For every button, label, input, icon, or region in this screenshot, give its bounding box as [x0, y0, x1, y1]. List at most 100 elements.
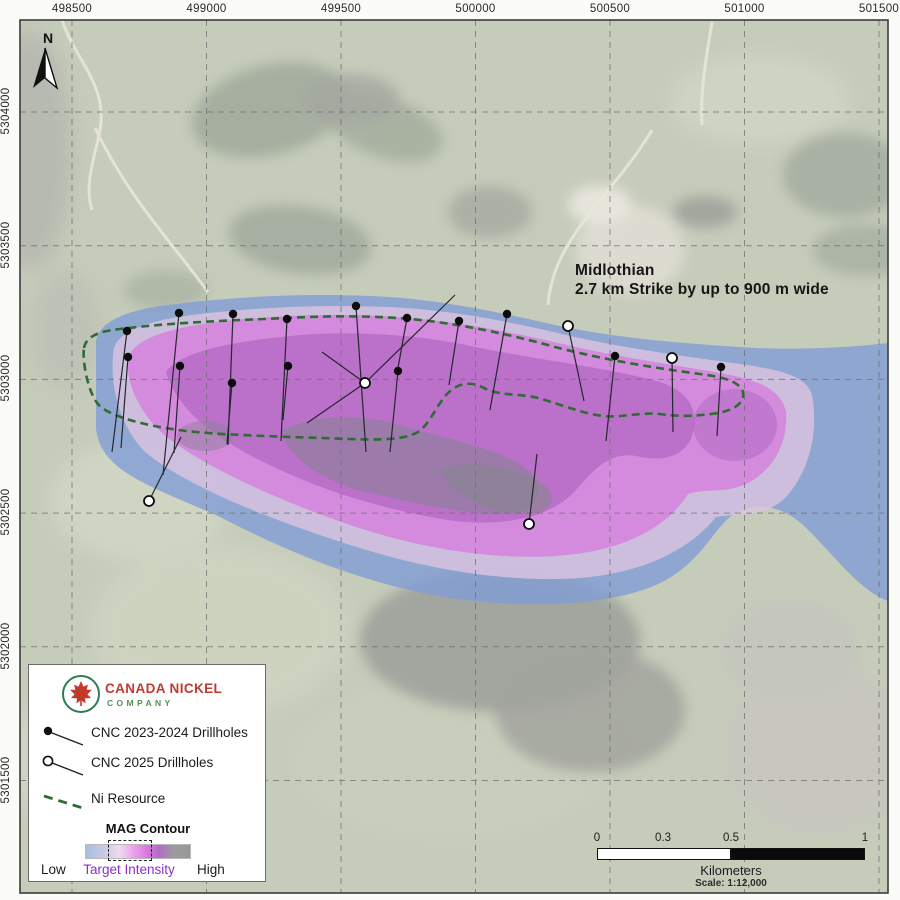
drillhole-layer [111, 294, 726, 530]
title-line-1: Midlothian [575, 262, 655, 279]
north-arrow-label: N [42, 30, 54, 46]
drillhole-trace [716, 366, 722, 437]
drillhole-collar-2023-2024 [502, 309, 512, 319]
drillhole-trace [226, 382, 233, 445]
company-wordmark: CANADA NICKEL COMPANY [105, 681, 265, 708]
drillhole-trace [306, 382, 366, 424]
legend-item-label: Ni Resource [91, 791, 166, 806]
legend-item-cnc-2025: CNC 2025 Drillholes [29, 751, 267, 781]
mag-contour-layers [96, 295, 888, 605]
scale-bar-white-segment [597, 848, 731, 860]
mag-contour-dark-patch [693, 389, 777, 461]
y-axis-label: 5303500 [0, 221, 12, 269]
drillhole-trace [389, 370, 399, 453]
company-logo: CANADA NICKEL COMPANY [29, 673, 267, 719]
mag-low-label: Low [41, 862, 66, 877]
drillhole-collar-2023-2024 [716, 362, 726, 372]
mag-contour-core-small [177, 421, 233, 451]
y-axis-label: 5301500 [0, 756, 12, 803]
x-axis-label: 501500 [858, 3, 900, 15]
drillhole-trace [282, 365, 289, 421]
map-frame [19, 19, 889, 894]
title-line-2: 2.7 km Strike by up to 900 m wide [575, 281, 829, 298]
legend-box: CANADA NICKEL COMPANY CNC 2023-2024 Dril… [28, 664, 266, 882]
mag-contour-dark-magenta [166, 333, 695, 523]
drillhole-collar-2023-2024 [175, 361, 185, 371]
drillhole-collar-2023-2024 [610, 351, 620, 361]
drillhole-collar-2023-2024 [282, 314, 292, 324]
x-axis-label: 500000 [455, 3, 496, 15]
y-axis-label: 5302500 [0, 488, 12, 536]
drillhole-collar-2023-2024 [174, 308, 184, 318]
drillhole-trace [162, 312, 180, 476]
scale-bar-black-segment [731, 848, 865, 860]
drillhole-trace [567, 325, 585, 402]
scale-ratio-label: Scale: 1:12,000 [695, 878, 767, 889]
drillhole-collar-2025 [666, 352, 678, 364]
x-axis-label: 501000 [724, 3, 765, 15]
y-axis-label: 5304000 [0, 87, 12, 135]
drillhole-trace [528, 453, 538, 525]
legend-item-cnc-2023-2024: CNC 2023-2024 Drillholes [29, 721, 267, 751]
mag-contour-heading: MAG Contour [105, 821, 191, 836]
mag-target-intensity-label: Target Intensity [83, 862, 175, 877]
mag-contour-core-darkest [440, 464, 552, 515]
basemap-terrain-patches [20, 30, 850, 845]
y-axis-label: 5303000 [0, 354, 12, 402]
scale-tick: 0 [593, 832, 601, 844]
x-axis-label: 500500 [589, 3, 631, 15]
open-drillhole-icon [42, 755, 84, 776]
drillhole-trace [448, 320, 460, 386]
drillhole-collar-2023-2024 [351, 301, 361, 311]
drillhole-trace [173, 365, 181, 454]
drillhole-trace [364, 294, 456, 384]
ni-resource-line-icon [43, 794, 87, 811]
scale-tick: 0.3 [655, 832, 671, 844]
north-arrow: N [28, 30, 68, 92]
drillhole-collar-2023-2024 [283, 361, 293, 371]
drillhole-collar-2023-2024 [228, 309, 238, 319]
drillhole-collar-2023-2024 [227, 378, 237, 388]
drillhole-trace [489, 313, 508, 411]
drillhole-trace [148, 436, 182, 502]
x-axis-label: 498500 [51, 3, 93, 15]
scale-unit-label: Kilometers [700, 863, 762, 878]
drillhole-collar-2023-2024 [122, 326, 132, 336]
scale-tick: 1 [861, 832, 869, 844]
legend-item-ni-resource: Ni Resource [29, 787, 267, 817]
x-axis-label: 499500 [320, 3, 362, 15]
mag-intensity-gradient [85, 844, 191, 859]
drillhole-trace [120, 356, 129, 449]
maple-leaf-logo-icon [62, 675, 100, 713]
drillhole-collar-2025 [562, 320, 574, 332]
ni-resource-outline [82, 315, 745, 441]
mag-high-label: High [197, 862, 225, 877]
drillhole-trace [321, 351, 366, 384]
y-axis-label: 5302000 [0, 622, 12, 670]
map-annotation-title: Midlothian 2.7 km Strike by up to 900 m … [575, 261, 829, 299]
target-intensity-range-box [108, 840, 152, 861]
drillhole-collar-2023-2024 [454, 316, 464, 326]
filled-drillhole-icon [43, 726, 84, 746]
drillhole-trace [605, 355, 616, 442]
legend-item-label: CNC 2023-2024 Drillholes [91, 725, 248, 740]
drillhole-collar-2025 [359, 377, 371, 389]
drillhole-trace [671, 357, 674, 433]
drillhole-trace [397, 317, 408, 369]
drillhole-trace [280, 318, 288, 442]
scale-tick: 0.5 [723, 832, 739, 844]
drillhole-collar-2023-2024 [393, 366, 403, 376]
brand-subtitle: COMPANY [107, 698, 174, 708]
basemap-roads [60, 20, 714, 306]
drillhole-collar-2025 [143, 495, 155, 507]
x-axis-label: 499000 [186, 3, 227, 15]
drillhole-collar-2023-2024 [123, 352, 133, 362]
brand-name: CANADA NICKEL [105, 681, 223, 696]
north-arrow-icon [33, 47, 59, 91]
drillhole-trace [111, 330, 128, 453]
drillhole-collar-2023-2024 [402, 313, 412, 323]
legend-item-label: CNC 2025 Drillholes [91, 755, 214, 770]
basemap-water-and-wetland [123, 62, 888, 835]
